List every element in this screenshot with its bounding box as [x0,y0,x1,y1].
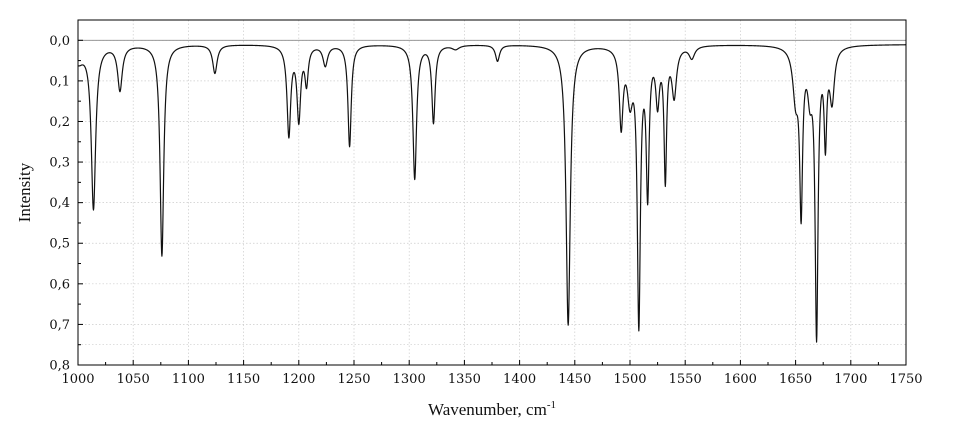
plot-frame [77,19,907,366]
y-tick-label: 0,6 [49,277,70,292]
y-tick-label: 0,1 [49,74,70,89]
x-axis-title-superscript: -1 [547,399,556,411]
y-tick-label: 0,7 [49,318,70,333]
x-tick-labels: 1000 1050 1100 1150 1200 1250 1300 1350 1400 1450… [61,372,922,387]
y-tick-label: 0,5 [49,237,70,252]
x-tick-label: 1550 [669,372,702,387]
x-tick-label: 1250 [337,372,370,387]
y-tick-labels: 0,0 0,1 0,2 0,3 0,4 0,5 0,6 0,7 0,8 [49,34,70,374]
x-tick-label: 1000 [61,372,94,387]
x-tick-label: 1700 [834,372,867,387]
x-tick-label: 1050 [117,372,150,387]
y-tick-label: 0,3 [49,156,70,171]
x-tick-label: 1300 [393,372,426,387]
axis-ticks [77,39,907,366]
y-axis-title: Intensity [15,162,34,222]
x-tick-label: 1450 [558,372,591,387]
x-tick-label: 1200 [282,372,315,387]
x-tick-label: 1500 [613,372,646,387]
x-axis-title-text: Wavenumber, cm [428,400,547,419]
y-tick-label: 0,4 [49,196,70,211]
x-tick-label: 1150 [227,372,260,387]
y-tick-label: 0,0 [49,34,70,49]
x-tick-label: 1650 [779,372,812,387]
grid [78,20,906,365]
x-tick-label: 1400 [503,372,536,387]
x-tick-label: 1600 [724,372,757,387]
y-tick-label: 0,8 [49,359,70,374]
y-tick-label: 0,2 [49,115,70,130]
x-axis-title: Wavenumber, cm-1 [428,399,556,419]
x-tick-label: 1100 [172,372,205,387]
x-tick-label: 1750 [889,372,922,387]
x-tick-label: 1350 [448,372,481,387]
spectrum-series-line [77,44,907,343]
